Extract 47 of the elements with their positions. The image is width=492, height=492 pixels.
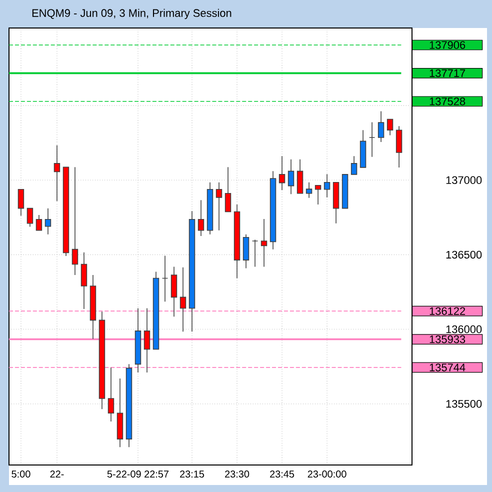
x-tick-label: 22- <box>50 470 64 478</box>
candlestick <box>296 158 304 194</box>
candlestick <box>350 156 358 175</box>
candlestick <box>54 144 60 202</box>
candlestick <box>170 266 178 317</box>
x-tick-label: 23:30 <box>225 470 250 478</box>
candlestick <box>396 126 402 168</box>
candlestick <box>72 166 78 276</box>
candlestick <box>368 122 376 158</box>
chart-title: ENQM9 - Jun 09, 3 Min, Primary Session <box>32 8 232 20</box>
candlestick <box>306 182 312 198</box>
x-tick-label: 23-00:00 <box>308 470 346 478</box>
candlestick <box>314 184 322 205</box>
candlestick <box>198 200 204 236</box>
ref-line-label: 135933 <box>430 335 466 344</box>
candlestick <box>144 308 150 373</box>
candlestick <box>162 255 168 302</box>
candlestick <box>242 234 250 269</box>
candlestick <box>378 110 384 142</box>
x-tick-label: 5:00 <box>12 470 30 478</box>
x-tick-label: 23:15 <box>180 470 204 478</box>
ref-line-label: 135744 <box>430 364 466 372</box>
candlestick <box>180 266 186 332</box>
ref-line-label: 137906 <box>430 41 466 49</box>
candlestick <box>216 182 222 231</box>
ref-line-label: 136122 <box>430 307 466 315</box>
y-tick-label: 135500 <box>446 400 482 408</box>
candlestick <box>36 214 42 231</box>
candlestick <box>278 156 286 191</box>
candlestick <box>252 239 258 268</box>
ref-line-label: 137717 <box>430 69 466 78</box>
x-tick-label: 23:45 <box>270 470 294 478</box>
ref-line-label: 137528 <box>430 98 466 106</box>
candlestick <box>324 174 330 198</box>
candlestick <box>288 158 294 195</box>
candlestick <box>26 208 34 228</box>
x-tick-label: 5-22-09 22:57 <box>107 470 168 478</box>
candlestick <box>18 188 24 216</box>
candlestick <box>108 367 114 422</box>
candlestick <box>80 252 88 310</box>
candlestick <box>386 118 394 136</box>
y-tick-label: 136500 <box>446 250 482 259</box>
candlestick <box>224 166 232 212</box>
y-tick-label: 137000 <box>446 176 482 184</box>
candlestick <box>44 208 52 235</box>
y-tick-label: 136000 <box>446 325 482 334</box>
candlestick <box>260 218 268 268</box>
